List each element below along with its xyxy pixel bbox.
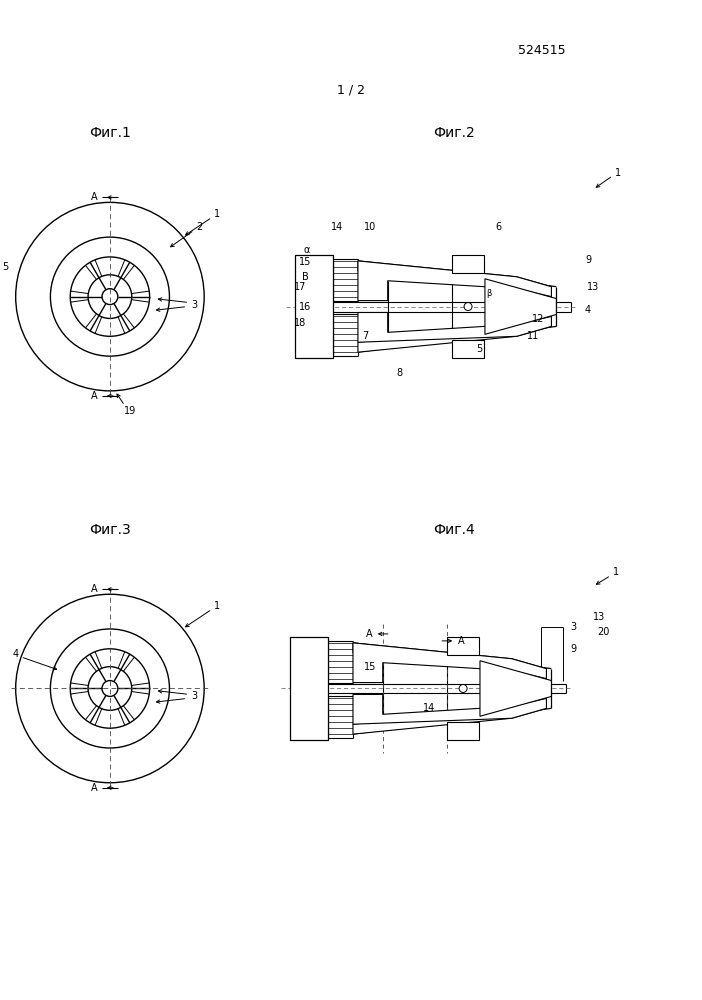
- Text: 1: 1: [615, 168, 621, 178]
- Text: A: A: [91, 783, 98, 793]
- Text: 5: 5: [3, 262, 9, 272]
- Polygon shape: [480, 661, 551, 716]
- Text: B: B: [302, 272, 309, 282]
- Bar: [452, 340, 484, 358]
- Circle shape: [102, 681, 118, 696]
- Text: 7: 7: [362, 331, 368, 341]
- Text: 15: 15: [364, 662, 376, 672]
- Circle shape: [464, 259, 472, 267]
- Text: 12: 12: [532, 314, 545, 324]
- Circle shape: [70, 649, 150, 728]
- Text: A: A: [458, 636, 465, 646]
- Text: 10: 10: [364, 222, 376, 232]
- Text: A: A: [366, 629, 372, 639]
- Bar: [291, 637, 328, 740]
- Circle shape: [15, 594, 204, 783]
- Bar: [447, 722, 479, 740]
- Text: A: A: [91, 391, 98, 401]
- Text: 3: 3: [191, 300, 197, 310]
- Circle shape: [102, 289, 118, 305]
- Text: 4: 4: [13, 649, 19, 659]
- Circle shape: [88, 667, 132, 710]
- Polygon shape: [353, 643, 546, 683]
- Text: 17: 17: [294, 282, 307, 292]
- Text: 16: 16: [299, 302, 312, 312]
- Text: 6: 6: [496, 222, 502, 232]
- Polygon shape: [358, 261, 551, 297]
- Text: Фиг.4: Фиг.4: [433, 523, 475, 537]
- Text: 1 / 2: 1 / 2: [337, 84, 365, 97]
- Polygon shape: [353, 698, 546, 734]
- Text: Фиг.2: Фиг.2: [433, 126, 475, 140]
- Polygon shape: [485, 279, 557, 334]
- Text: 9: 9: [570, 644, 576, 654]
- Bar: [296, 255, 333, 358]
- Text: Фиг.3: Фиг.3: [89, 523, 131, 537]
- Text: 3: 3: [191, 691, 197, 701]
- Bar: [452, 255, 484, 273]
- Text: 8: 8: [397, 368, 403, 378]
- Circle shape: [51, 237, 169, 356]
- Text: 1: 1: [214, 601, 220, 611]
- Text: A: A: [91, 584, 98, 594]
- Text: 20: 20: [597, 627, 609, 637]
- Text: 2: 2: [196, 222, 202, 232]
- Polygon shape: [358, 261, 551, 301]
- Circle shape: [15, 202, 204, 391]
- Text: 1: 1: [613, 567, 619, 577]
- Text: Фиг.1: Фиг.1: [89, 126, 131, 140]
- Circle shape: [464, 303, 472, 311]
- Circle shape: [88, 275, 132, 318]
- Text: 1: 1: [214, 209, 220, 219]
- Text: 14: 14: [331, 222, 343, 232]
- Text: 9: 9: [585, 255, 591, 265]
- Circle shape: [51, 629, 169, 748]
- Text: 19: 19: [124, 406, 136, 416]
- Text: 4: 4: [585, 305, 591, 315]
- Text: A: A: [91, 192, 98, 202]
- Text: 3: 3: [570, 622, 576, 632]
- Circle shape: [459, 728, 467, 736]
- Bar: [447, 637, 479, 655]
- Text: 14: 14: [423, 703, 435, 713]
- Circle shape: [459, 685, 467, 692]
- Bar: [452, 340, 484, 358]
- Circle shape: [70, 257, 150, 336]
- Polygon shape: [353, 694, 546, 724]
- Text: 524515: 524515: [517, 44, 565, 57]
- Bar: [291, 637, 328, 740]
- Text: β: β: [486, 289, 491, 298]
- Polygon shape: [358, 316, 551, 352]
- Text: 5: 5: [476, 344, 482, 354]
- Circle shape: [459, 641, 467, 649]
- Bar: [447, 722, 479, 740]
- Text: 18: 18: [294, 318, 307, 328]
- Polygon shape: [358, 312, 551, 342]
- Bar: [452, 255, 484, 273]
- Text: 13: 13: [593, 612, 605, 622]
- Text: 15: 15: [299, 257, 312, 267]
- Text: α: α: [303, 245, 310, 255]
- Bar: [296, 255, 333, 358]
- Text: 13: 13: [587, 282, 600, 292]
- Text: 11: 11: [527, 331, 540, 341]
- Circle shape: [464, 346, 472, 354]
- Polygon shape: [353, 643, 546, 679]
- Bar: [447, 637, 479, 655]
